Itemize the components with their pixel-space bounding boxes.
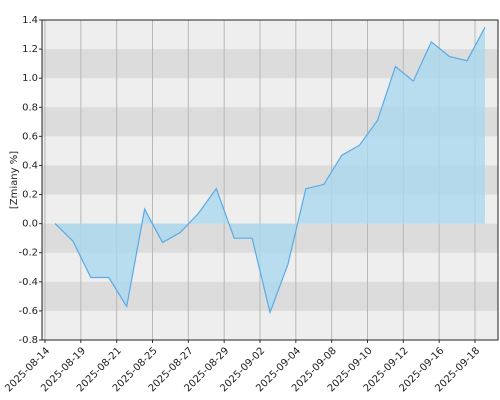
y-tick-label: 1.4: [22, 15, 38, 26]
y-tick-label: -0.8: [18, 335, 38, 346]
y-tick-label: 1.0: [22, 73, 38, 84]
y-tick-label: 0.8: [22, 102, 38, 113]
y-tick-label: 0.6: [22, 131, 38, 142]
y-tick-label: -0.2: [18, 248, 38, 259]
y-tick-label: 0.0: [22, 219, 38, 230]
area: [55, 27, 485, 313]
line: [54, 27, 486, 315]
y-axis-label: [Zmiany %]: [9, 151, 20, 209]
y-tick-label: 1.2: [22, 44, 38, 55]
y-tick-label: -0.4: [18, 277, 38, 288]
plot-frame: [41, 19, 499, 341]
y-tick-label: 0.4: [22, 160, 38, 171]
y-tick-label: 0.2: [22, 190, 38, 201]
y-tick-label: -0.6: [18, 306, 38, 317]
